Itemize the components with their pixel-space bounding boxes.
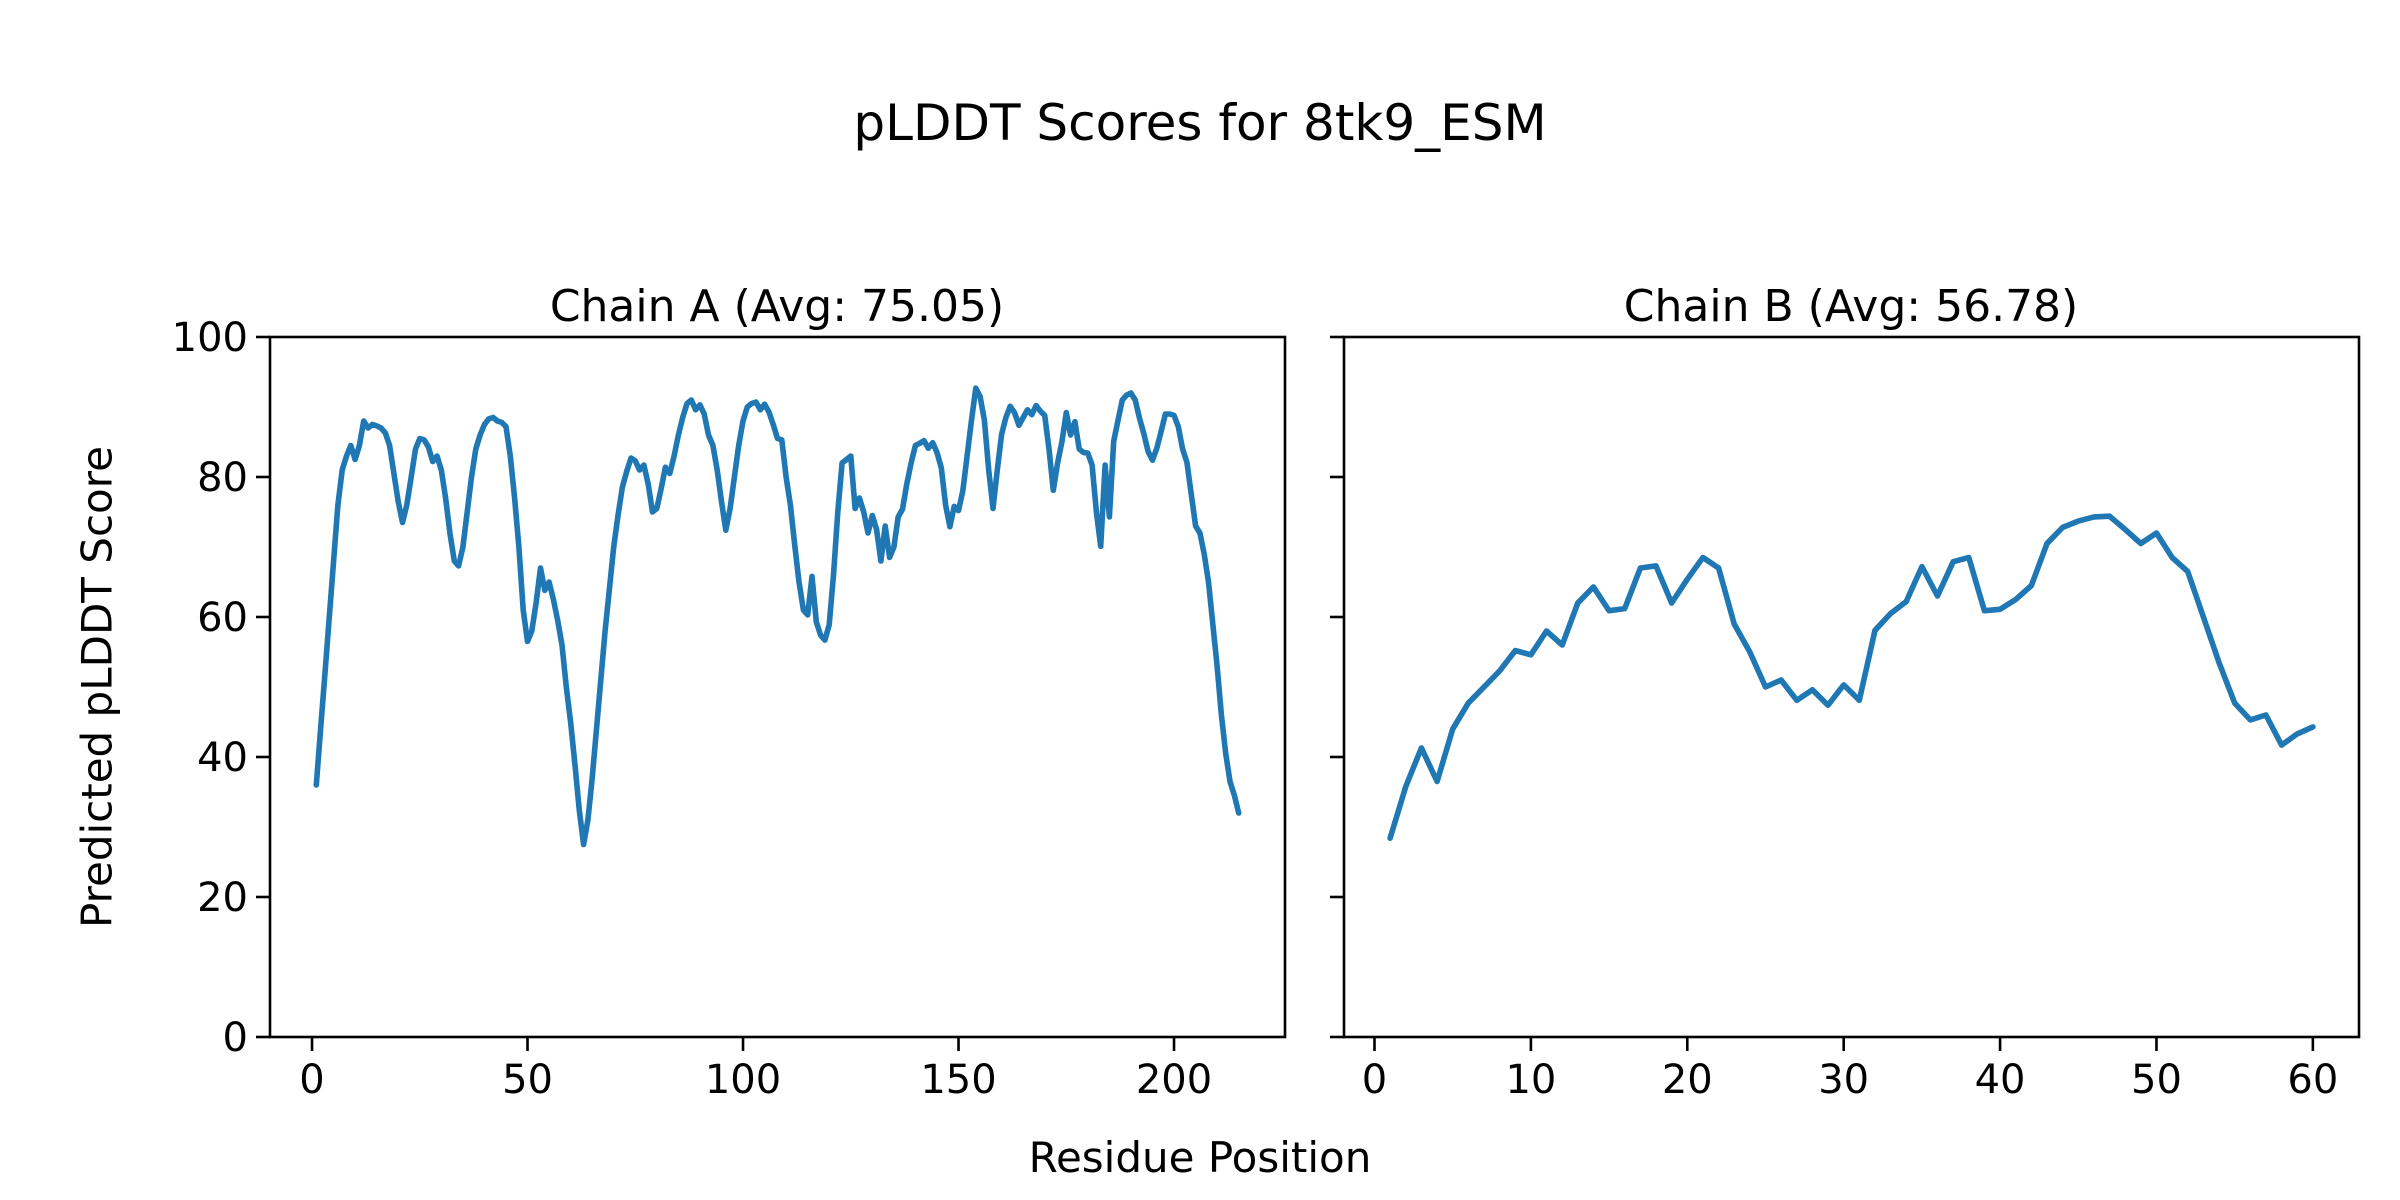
y-axis-label: Predicted pLDDT Score: [72, 446, 122, 928]
x-tick-label: 200: [1136, 1057, 1212, 1103]
plddt-line: [1387, 513, 2316, 842]
chain-b-title: Chain B (Avg: 56.78): [1623, 281, 2079, 332]
y-tick-label: 100: [172, 315, 248, 361]
y-tick-label: 60: [197, 595, 248, 641]
y-tick-label: 40: [197, 735, 248, 781]
axes-spines: [1342, 335, 2361, 1039]
x-tick-label: 30: [1818, 1057, 1869, 1103]
x-tick-label: 150: [920, 1057, 996, 1103]
x-axis-label: Residue Position: [1028, 1133, 1372, 1182]
y-tick-label: 0: [223, 1015, 248, 1061]
x-tick-label: 100: [705, 1057, 781, 1103]
chain-b-plot: 0 10 20 30 40 50 60: [1330, 335, 2361, 1103]
x-tick-label: 50: [502, 1057, 553, 1103]
chain-a-plot: 0 50 100 150 200 0 20 40 60 80 100: [172, 315, 1287, 1103]
x-tick-label: 40: [1975, 1057, 2026, 1103]
x-tick-label: 0: [1362, 1057, 1387, 1103]
figure-title: pLDDT Scores for 8tk9_ESM: [853, 94, 1547, 152]
y-tick-label: 20: [197, 875, 248, 921]
x-tick-label: 50: [2131, 1057, 2182, 1103]
y-tick-label: 80: [197, 455, 248, 501]
x-tick-label: 10: [1505, 1057, 1556, 1103]
axes-spines: [268, 335, 1287, 1039]
x-tick-label: 20: [1662, 1057, 1713, 1103]
x-tick-label: 60: [2287, 1057, 2338, 1103]
chain-a-title: Chain A (Avg: 75.05): [549, 281, 1005, 332]
x-tick-label: 0: [299, 1057, 324, 1103]
plddt-line: [313, 385, 1242, 848]
